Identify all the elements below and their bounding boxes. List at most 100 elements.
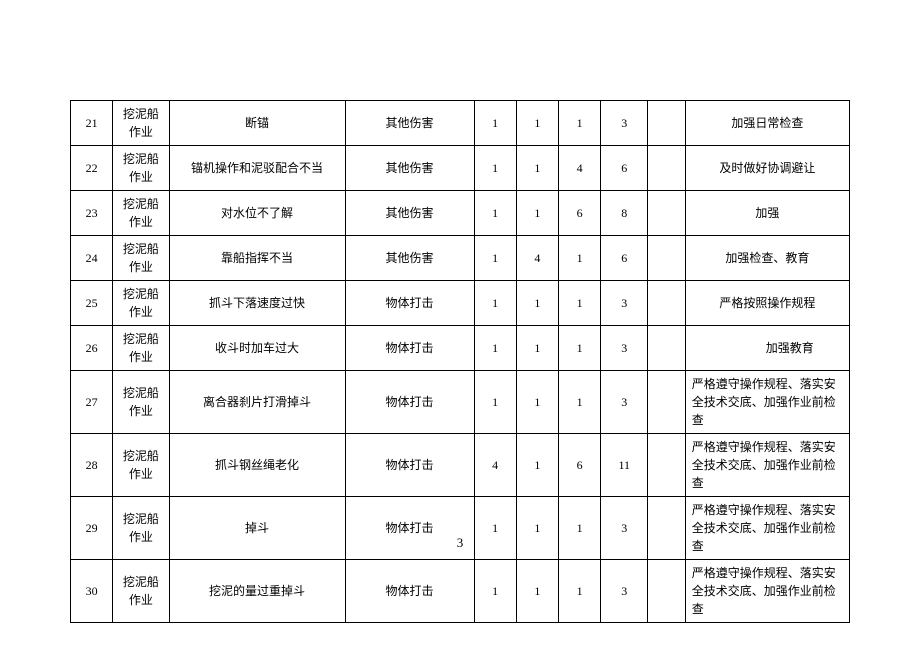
cell-type: 物体打击 bbox=[345, 560, 474, 623]
cell-v3: 1 bbox=[559, 326, 601, 371]
cell-measure: 严格遵守操作规程、落实安全技术交底、加强作业前检查 bbox=[685, 560, 849, 623]
cell-num: 29 bbox=[71, 497, 113, 560]
cell-blank bbox=[648, 146, 686, 191]
cell-category: 挖泥船作业 bbox=[113, 191, 169, 236]
cell-category: 挖泥船作业 bbox=[113, 281, 169, 326]
cell-type: 物体打击 bbox=[345, 326, 474, 371]
cell-num: 30 bbox=[71, 560, 113, 623]
cell-v3: 1 bbox=[559, 371, 601, 434]
cell-category: 挖泥船作业 bbox=[113, 146, 169, 191]
cell-sum: 6 bbox=[601, 236, 648, 281]
cell-v2: 1 bbox=[516, 560, 558, 623]
cell-v2: 1 bbox=[516, 146, 558, 191]
cell-category: 挖泥船作业 bbox=[113, 236, 169, 281]
cell-num: 27 bbox=[71, 371, 113, 434]
table-row: 26挖泥船作业收斗时加车过大物体打击1113加强教育 bbox=[71, 326, 850, 371]
cell-v1: 1 bbox=[474, 281, 516, 326]
cell-blank bbox=[648, 326, 686, 371]
cell-num: 21 bbox=[71, 101, 113, 146]
cell-v3: 1 bbox=[559, 560, 601, 623]
cell-description: 掉斗 bbox=[169, 497, 345, 560]
table-row: 23挖泥船作业对水位不了解其他伤害1168加强 bbox=[71, 191, 850, 236]
cell-measure: 加强教育 bbox=[685, 326, 849, 371]
cell-type: 物体打击 bbox=[345, 497, 474, 560]
cell-blank bbox=[648, 497, 686, 560]
table-row: 22挖泥船作业锚机操作和泥驳配合不当其他伤害1146及时做好协调避让 bbox=[71, 146, 850, 191]
cell-sum: 8 bbox=[601, 191, 648, 236]
table-row: 21挖泥船作业断锚其他伤害1113加强日常检查 bbox=[71, 101, 850, 146]
cell-v3: 4 bbox=[559, 146, 601, 191]
cell-num: 22 bbox=[71, 146, 113, 191]
cell-measure: 加强检查、教育 bbox=[685, 236, 849, 281]
cell-measure: 严格遵守操作规程、落实安全技术交底、加强作业前检查 bbox=[685, 434, 849, 497]
table-row: 25挖泥船作业抓斗下落速度过快物体打击1113严格按照操作规程 bbox=[71, 281, 850, 326]
cell-v1: 1 bbox=[474, 191, 516, 236]
cell-type: 物体打击 bbox=[345, 434, 474, 497]
cell-v1: 1 bbox=[474, 371, 516, 434]
cell-v3: 6 bbox=[559, 434, 601, 497]
page-number: 3 bbox=[457, 535, 464, 551]
cell-description: 收斗时加车过大 bbox=[169, 326, 345, 371]
cell-type: 其他伤害 bbox=[345, 146, 474, 191]
cell-blank bbox=[648, 236, 686, 281]
cell-sum: 3 bbox=[601, 101, 648, 146]
cell-measure: 严格遵守操作规程、落实安全技术交底、加强作业前检查 bbox=[685, 497, 849, 560]
cell-num: 23 bbox=[71, 191, 113, 236]
cell-v1: 1 bbox=[474, 236, 516, 281]
cell-measure: 严格按照操作规程 bbox=[685, 281, 849, 326]
cell-v1: 4 bbox=[474, 434, 516, 497]
cell-sum: 3 bbox=[601, 371, 648, 434]
cell-type: 其他伤害 bbox=[345, 191, 474, 236]
cell-v2: 1 bbox=[516, 326, 558, 371]
cell-blank bbox=[648, 191, 686, 236]
cell-num: 28 bbox=[71, 434, 113, 497]
cell-sum: 3 bbox=[601, 497, 648, 560]
cell-type: 物体打击 bbox=[345, 371, 474, 434]
cell-v2: 1 bbox=[516, 101, 558, 146]
cell-description: 抓斗钢丝绳老化 bbox=[169, 434, 345, 497]
cell-measure: 及时做好协调避让 bbox=[685, 146, 849, 191]
cell-category: 挖泥船作业 bbox=[113, 497, 169, 560]
cell-sum: 6 bbox=[601, 146, 648, 191]
cell-blank bbox=[648, 371, 686, 434]
cell-type: 其他伤害 bbox=[345, 236, 474, 281]
table-row: 24挖泥船作业靠船指挥不当其他伤害1416加强检查、教育 bbox=[71, 236, 850, 281]
cell-description: 对水位不了解 bbox=[169, 191, 345, 236]
cell-num: 24 bbox=[71, 236, 113, 281]
table-row: 30挖泥船作业挖泥的量过重掉斗物体打击1113严格遵守操作规程、落实安全技术交底… bbox=[71, 560, 850, 623]
cell-v3: 6 bbox=[559, 191, 601, 236]
cell-num: 25 bbox=[71, 281, 113, 326]
cell-v1: 1 bbox=[474, 497, 516, 560]
cell-v3: 1 bbox=[559, 281, 601, 326]
cell-blank bbox=[648, 434, 686, 497]
cell-description: 断锚 bbox=[169, 101, 345, 146]
cell-v2: 1 bbox=[516, 371, 558, 434]
cell-v2: 4 bbox=[516, 236, 558, 281]
cell-sum: 11 bbox=[601, 434, 648, 497]
cell-type: 其他伤害 bbox=[345, 101, 474, 146]
cell-sum: 3 bbox=[601, 281, 648, 326]
cell-sum: 3 bbox=[601, 560, 648, 623]
cell-sum: 3 bbox=[601, 326, 648, 371]
cell-type: 物体打击 bbox=[345, 281, 474, 326]
cell-category: 挖泥船作业 bbox=[113, 560, 169, 623]
cell-v2: 1 bbox=[516, 497, 558, 560]
cell-v3: 1 bbox=[559, 497, 601, 560]
cell-measure: 加强日常检查 bbox=[685, 101, 849, 146]
cell-category: 挖泥船作业 bbox=[113, 434, 169, 497]
cell-measure: 加强 bbox=[685, 191, 849, 236]
cell-num: 26 bbox=[71, 326, 113, 371]
table-row: 28挖泥船作业抓斗钢丝绳老化物体打击41611严格遵守操作规程、落实安全技术交底… bbox=[71, 434, 850, 497]
cell-blank bbox=[648, 560, 686, 623]
cell-category: 挖泥船作业 bbox=[113, 371, 169, 434]
cell-v1: 1 bbox=[474, 146, 516, 191]
cell-description: 锚机操作和泥驳配合不当 bbox=[169, 146, 345, 191]
cell-v1: 1 bbox=[474, 560, 516, 623]
cell-v2: 1 bbox=[516, 281, 558, 326]
cell-description: 离合器刹片打滑掉斗 bbox=[169, 371, 345, 434]
cell-v3: 1 bbox=[559, 101, 601, 146]
cell-category: 挖泥船作业 bbox=[113, 326, 169, 371]
cell-description: 抓斗下落速度过快 bbox=[169, 281, 345, 326]
cell-blank bbox=[648, 101, 686, 146]
cell-v1: 1 bbox=[474, 101, 516, 146]
